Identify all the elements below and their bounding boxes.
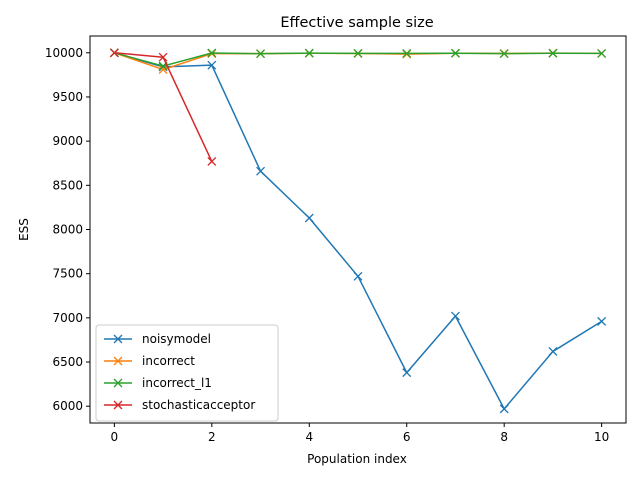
legend-item: stochasticacceptor — [104, 398, 255, 412]
data-point — [450, 311, 460, 321]
data-point — [158, 52, 168, 62]
data-point — [402, 48, 412, 58]
data-point — [499, 49, 509, 59]
data-point — [548, 48, 558, 58]
series-stochasticacceptor — [109, 48, 217, 166]
data-point — [109, 48, 119, 58]
data-point — [450, 48, 460, 58]
x-tick-label: 10 — [594, 430, 609, 444]
x-tick-label: 8 — [500, 430, 508, 444]
data-point — [207, 48, 217, 58]
plot-area — [109, 48, 607, 414]
y-axis-ticks: 6000 6500 7000 7500 8000 8500 9000 9500 10000 — [45, 46, 90, 413]
data-point — [158, 65, 168, 75]
data-point — [402, 368, 412, 378]
y-tick-label: 8000 — [52, 223, 83, 237]
x-tick-label: 4 — [305, 430, 313, 444]
x-tick-label: 6 — [403, 430, 411, 444]
y-tick-label: 8500 — [52, 178, 83, 192]
x-tick-label: 0 — [111, 430, 119, 444]
legend-label: stochasticacceptor — [142, 398, 255, 412]
legend: noisymodel incorrect incorrect_l1 stochasti… — [95, 324, 279, 422]
data-point — [597, 48, 607, 58]
legend-label: incorrect_l1 — [142, 376, 212, 390]
y-tick-label: 6000 — [52, 399, 83, 413]
legend-item: incorrect_l1 — [104, 376, 212, 390]
data-point — [304, 48, 314, 58]
data-point — [304, 213, 314, 223]
x-axis-label: Population index — [307, 452, 407, 466]
y-tick-label: 9000 — [52, 134, 83, 148]
chart-title: Effective sample size — [280, 15, 433, 31]
data-point — [353, 271, 363, 281]
y-tick-label: 6500 — [52, 355, 83, 369]
data-point — [353, 48, 363, 58]
data-point — [256, 49, 266, 59]
legend-item: noisymodel — [104, 332, 211, 346]
legend-box — [95, 324, 279, 422]
x-tick-label: 2 — [208, 430, 216, 444]
legend-label: incorrect — [142, 354, 195, 368]
y-tick-label: 10000 — [45, 46, 83, 60]
legend-label: noisymodel — [142, 332, 211, 346]
y-tick-label: 9500 — [52, 90, 83, 104]
x-axis-ticks: 0 2 4 6 8 10 — [111, 423, 609, 444]
data-point — [207, 60, 217, 70]
y-tick-label: 7000 — [52, 311, 83, 325]
data-point — [597, 316, 607, 326]
y-tick-label: 7500 — [52, 267, 83, 281]
data-point — [499, 404, 509, 414]
y-axis-label: ESS — [17, 218, 31, 241]
legend-item: incorrect — [104, 354, 195, 368]
data-point — [207, 157, 217, 166]
data-point — [256, 166, 266, 176]
data-point — [548, 346, 558, 356]
